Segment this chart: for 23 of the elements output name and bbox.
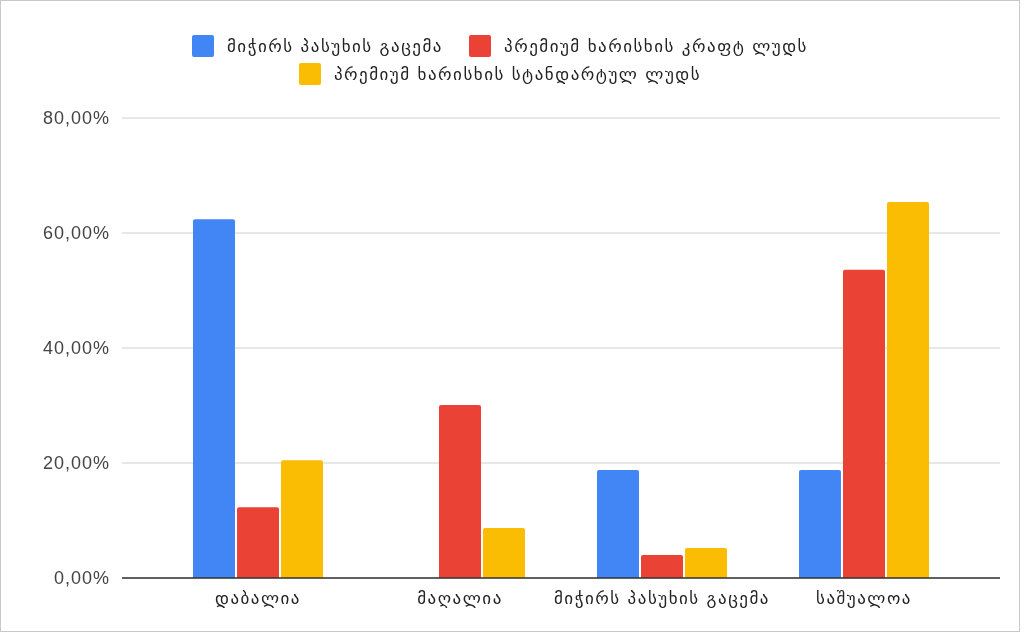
bar [439, 404, 481, 578]
y-tick-label: 0,00% [53, 568, 110, 589]
bar [597, 469, 639, 578]
bar [237, 507, 279, 578]
y-tick-label: 20,00% [42, 453, 110, 474]
bar [887, 201, 929, 578]
y-tick-label: 60,00% [42, 223, 110, 244]
bar [483, 527, 525, 578]
bar [193, 219, 235, 578]
x-tick-label: დაბალია [215, 588, 301, 609]
legend-label: მიჭირს პასუხის გაცემა [226, 36, 443, 56]
bar [843, 269, 885, 578]
bar [799, 469, 841, 578]
x-tick-label: მაღალია [417, 588, 503, 609]
bar [281, 460, 323, 578]
bar [685, 548, 727, 578]
legend-label: პრემიუმ ხარისხის სტანდარტულ ლუდს [333, 64, 702, 84]
legend-label: პრემიუმ ხარისხის კრაფტ ლუდს [504, 36, 808, 56]
x-tick-label: მიჭირს პასუხის გაცემა [553, 588, 771, 609]
y-tick-label: 40,00% [42, 338, 110, 359]
bar [641, 555, 683, 578]
x-tick-label: საშუალოა [816, 588, 912, 609]
y-tick-label: 80,00% [42, 108, 110, 129]
